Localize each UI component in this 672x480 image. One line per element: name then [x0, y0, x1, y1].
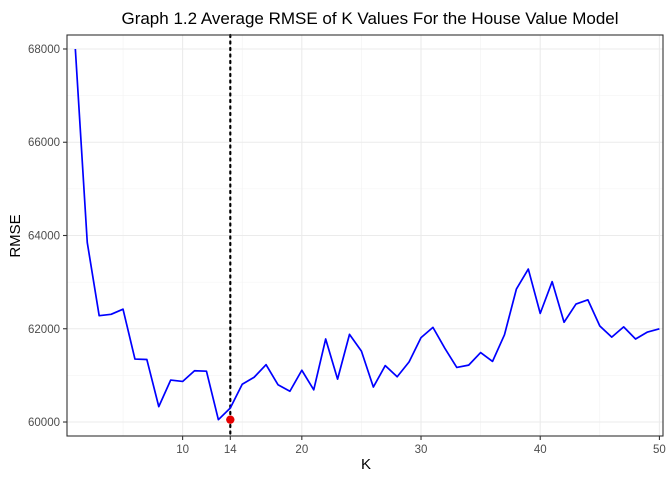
chart-title: Graph 1.2 Average RMSE of K Values For t…	[121, 9, 618, 28]
rmse-series-line	[74, 48, 660, 421]
y-tick-label: 60000	[28, 417, 60, 429]
y-tick-label: 64000	[28, 231, 60, 243]
x-tick-label: 40	[534, 444, 547, 456]
x-tick-label: 50	[653, 444, 666, 456]
x-tick-label: 14	[224, 444, 237, 456]
y-tick-label: 62000	[28, 324, 60, 336]
minimum-rmse-point	[226, 415, 235, 424]
x-tick-label: 10	[176, 444, 189, 456]
y-axis-ticks: 60000 62000 64000 66000 68000	[28, 44, 67, 429]
x-tick-label: 20	[295, 444, 308, 456]
series-layer	[74, 48, 660, 421]
y-axis-title: RMSE	[7, 214, 24, 257]
x-axis-ticks: 10 14 20 30 40 50	[176, 436, 666, 456]
y-tick-label: 66000	[28, 137, 60, 149]
highlight-layer	[226, 415, 235, 424]
x-tick-label: 30	[415, 444, 428, 456]
y-tick-label: 68000	[28, 44, 60, 56]
x-axis-title: K	[361, 456, 371, 473]
